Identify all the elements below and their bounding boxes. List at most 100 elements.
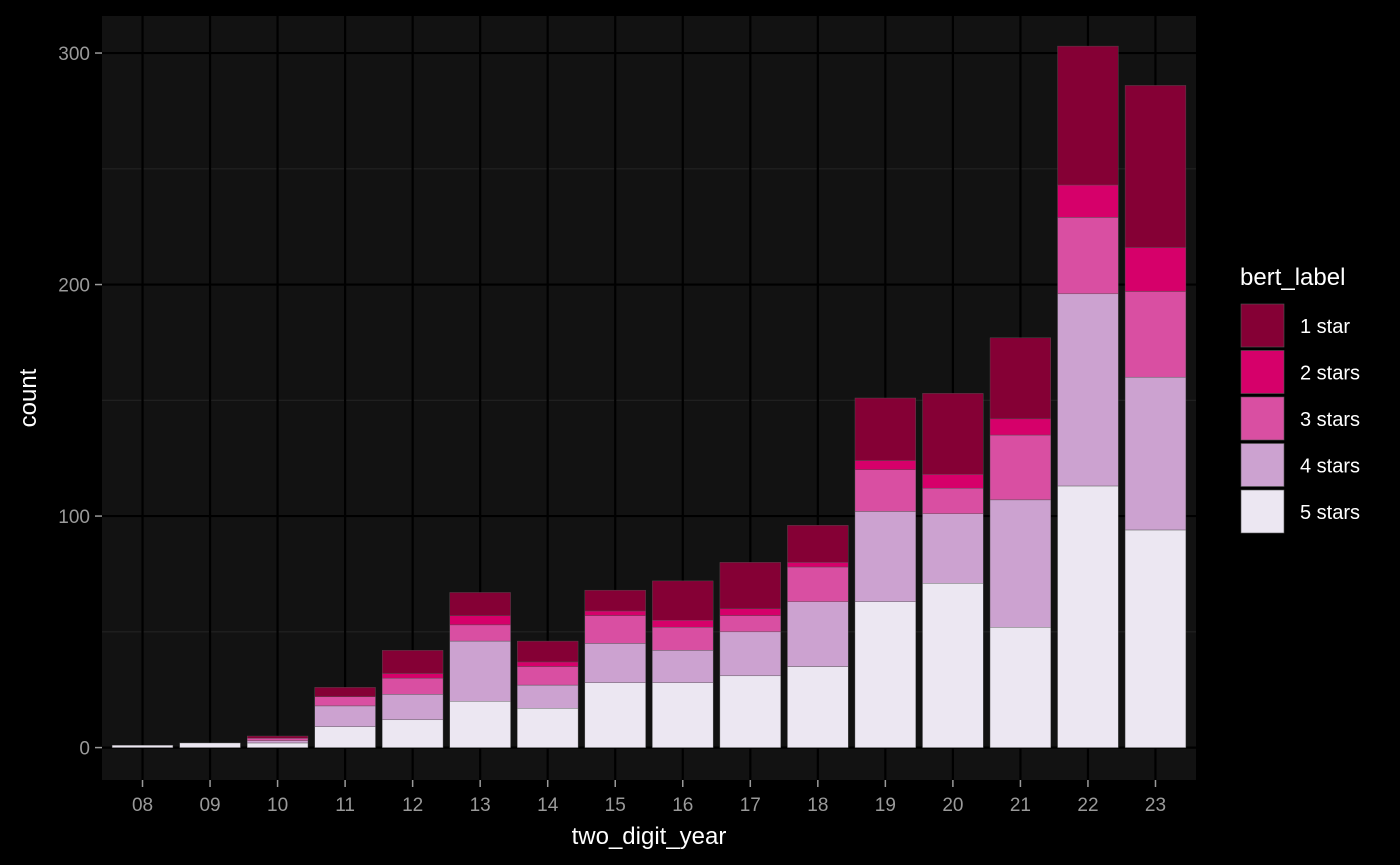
- bar-segment-3-stars-14: [517, 666, 579, 686]
- bar-segment-3-stars-10: [246, 738, 309, 741]
- bar-segment-1-star-18: [787, 525, 849, 563]
- x-tick-label: 18: [807, 795, 828, 816]
- x-tick-label: 16: [672, 795, 693, 816]
- bar-segment-4-stars-12: [382, 694, 444, 721]
- bar-segment-1-star-15: [584, 589, 646, 612]
- bar-segment-1-star-19: [854, 397, 916, 461]
- bar-segment-2-stars-17: [719, 608, 781, 616]
- bar-segment-5-stars-16: [652, 682, 714, 748]
- bar-segment-4-stars-18: [787, 601, 849, 667]
- y-tick-label: 200: [58, 276, 90, 297]
- bar-segment-4-stars-14: [517, 684, 579, 709]
- bar-segment-2-stars-23: [1124, 247, 1187, 292]
- x-tick-label: 22: [1077, 795, 1098, 816]
- bar-segment-2-stars-22: [1057, 184, 1119, 218]
- bar-segment-1-star-21: [989, 337, 1052, 420]
- bar-segment-4-stars-20: [922, 513, 984, 584]
- bar-segment-5-stars-08: [111, 745, 174, 748]
- x-tick-label: 15: [605, 795, 626, 816]
- legend-label-4-stars: 4 stars: [1300, 456, 1360, 478]
- x-tick-label: 09: [199, 795, 220, 816]
- legend-label-2-stars: 2 stars: [1300, 363, 1360, 385]
- bar-segment-3-stars-20: [922, 488, 984, 514]
- bar-segment-5-stars-20: [922, 583, 984, 748]
- legend-swatch-4-stars: [1240, 443, 1285, 487]
- bar-segment-3-stars-21: [989, 434, 1052, 501]
- legend-swatch-2-stars: [1240, 350, 1285, 394]
- bar-segment-3-stars-16: [652, 627, 714, 651]
- legend: bert_label 1 star 2 stars 3 stars 4 stars 5 …: [1240, 264, 1360, 534]
- bar-segment-1-star-10: [246, 735, 309, 739]
- bar-segment-3-stars-11: [314, 696, 376, 707]
- bar-segment-1-star-11: [314, 687, 376, 697]
- y-tick-label: 100: [58, 507, 90, 528]
- x-tick-label: 12: [402, 795, 423, 816]
- bar-segment-4-stars-11: [314, 705, 376, 727]
- x-tick-label: 08: [132, 795, 153, 816]
- bar-segment-2-stars-20: [922, 474, 984, 489]
- bar-segment-4-stars-23: [1124, 376, 1187, 531]
- x-tick-label: 19: [875, 795, 896, 816]
- bar-segment-4-stars-21: [989, 499, 1052, 628]
- y-axis: 0 100 200 300: [58, 44, 102, 760]
- x-tick-label: 21: [1010, 795, 1031, 816]
- legend-swatch-3-stars: [1240, 396, 1285, 441]
- bar-segment-5-stars-21: [989, 627, 1052, 748]
- legend-label-3-stars: 3 stars: [1300, 409, 1360, 431]
- bar-segment-1-star-20: [922, 393, 984, 475]
- bar-segment-4-stars-17: [719, 631, 781, 677]
- y-axis-title: count: [15, 368, 42, 427]
- bar-segment-1-star-13: [449, 592, 511, 616]
- bar-segment-2-stars-15: [584, 610, 646, 616]
- bar-segment-4-stars-22: [1057, 293, 1119, 487]
- bar-segment-1-star-17: [719, 562, 781, 609]
- bar-segment-5-stars-19: [854, 601, 916, 748]
- legend-title: bert_label: [1240, 264, 1345, 291]
- bar-segment-5-stars-09: [179, 742, 241, 748]
- bar-segment-3-stars-22: [1057, 217, 1119, 295]
- bar-segment-4-stars-16: [652, 650, 714, 683]
- bar-segment-3-stars-23: [1124, 291, 1187, 378]
- bar-segment-1-star-23: [1124, 85, 1187, 248]
- bars: [111, 45, 1187, 748]
- bar-segment-5-stars-13: [449, 701, 511, 748]
- bar-segment-2-stars-21: [989, 418, 1052, 436]
- bar-segment-4-stars-19: [854, 511, 916, 602]
- legend-label-1-star: 1 star: [1300, 316, 1350, 338]
- bar-segment-1-star-12: [382, 650, 444, 674]
- bar-segment-2-stars-16: [652, 620, 714, 628]
- bar-segment-3-stars-13: [449, 624, 511, 642]
- x-tick-label: 14: [537, 795, 559, 816]
- x-axis: 08 09 10 11 12 13 14 15 16 17 18 19 20 21 22 23: [132, 780, 1166, 816]
- bar-segment-5-stars-11: [314, 726, 376, 748]
- bar-segment-3-stars-18: [787, 566, 849, 602]
- x-tick-label: 10: [267, 795, 288, 816]
- bar-segment-2-stars-14: [517, 661, 579, 667]
- x-tick-label: 17: [740, 795, 761, 816]
- x-axis-title: two_digit_year: [572, 823, 727, 850]
- bar-segment-3-stars-12: [382, 677, 444, 695]
- legend-swatch-5-stars: [1240, 489, 1285, 534]
- legend-swatch-1-star: [1240, 303, 1285, 348]
- bar-segment-4-stars-15: [584, 643, 646, 683]
- bar-segment-2-stars-18: [787, 562, 849, 568]
- x-tick-label: 13: [470, 795, 491, 816]
- bar-segment-4-stars-13: [449, 640, 511, 702]
- bar-segment-3-stars-17: [719, 615, 781, 633]
- bar-segment-5-stars-23: [1124, 529, 1187, 748]
- x-tick-label: 20: [942, 795, 963, 816]
- bar-segment-2-stars-19: [854, 460, 916, 470]
- bar-segment-3-stars-19: [854, 469, 916, 512]
- legend-label-5-stars: 5 stars: [1300, 502, 1360, 524]
- bar-segment-1-star-14: [517, 640, 579, 663]
- bar-segment-2-stars-12: [382, 673, 444, 679]
- bar-segment-5-stars-14: [517, 708, 579, 748]
- bar-segment-5-stars-15: [584, 682, 646, 748]
- x-tick-label: 23: [1145, 795, 1166, 816]
- y-tick-label: 0: [79, 739, 90, 760]
- bar-segment-5-stars-12: [382, 719, 444, 748]
- y-tick-label: 300: [58, 44, 90, 65]
- bar-segment-1-star-22: [1057, 45, 1119, 186]
- x-tick-label: 11: [335, 795, 355, 816]
